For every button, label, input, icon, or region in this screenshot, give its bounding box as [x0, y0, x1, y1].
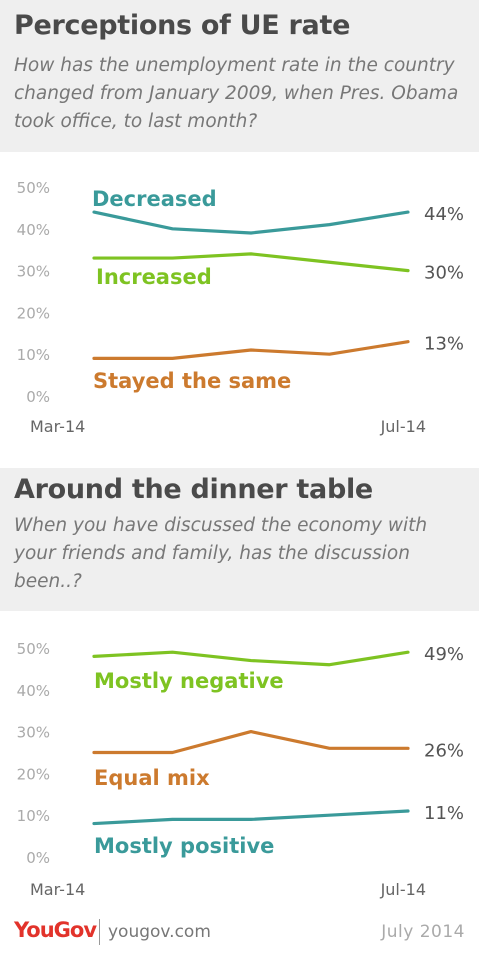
series-label: Increased [96, 265, 212, 289]
end-value-label: 44% [424, 204, 464, 225]
x-tick-label: Mar-14 [30, 417, 85, 436]
publication-date: July 2014 [381, 922, 465, 942]
y-tick-label: 50% [17, 179, 50, 197]
series-line [92, 210, 410, 235]
y-tick-label: 10% [17, 807, 50, 825]
series-line [92, 729, 410, 755]
chart-1-plot: 0% 10% 20% 30% 40% 50% Mar-14 Jul-14 Decreased 44… [17, 179, 464, 436]
y-tick-label: 10% [17, 346, 50, 364]
chart-1-title: Perceptions of UE rate [14, 10, 351, 41]
end-value-label: 13% [424, 334, 464, 355]
x-tick-label: Jul-14 [380, 880, 426, 899]
y-tick-label: 20% [17, 304, 50, 322]
chart-2-title: Around the dinner table [14, 474, 373, 505]
chart-2-plot: 0% 10% 20% 30% 40% 50% Mar-14 Jul-14 Mostly nega… [17, 640, 464, 899]
footer: YouGov yougov.com July 2014 [0, 912, 479, 953]
x-tick-label: Jul-14 [380, 417, 426, 436]
series-line [92, 340, 410, 360]
series-label: Stayed the same [93, 369, 291, 393]
y-tick-label: 0% [26, 388, 50, 406]
chart-1-subtitle: How has the unemployment rate in the cou… [14, 55, 459, 132]
series-line [92, 252, 410, 273]
end-value-label: 30% [424, 263, 464, 284]
y-tick-label: 20% [17, 765, 50, 783]
x-tick-label: Mar-14 [30, 880, 85, 899]
end-value-label: 11% [424, 803, 464, 824]
chart-2-subtitle: When you have discussed the economy with… [14, 515, 428, 592]
series-label: Mostly negative [94, 669, 284, 693]
y-tick-label: 50% [17, 640, 50, 658]
y-tick-label: 0% [26, 849, 50, 867]
series-label: Decreased [92, 187, 217, 211]
series-label: Mostly positive [94, 834, 274, 858]
y-tick-label: 40% [17, 221, 50, 239]
y-tick-label: 40% [17, 682, 50, 700]
series-line [92, 809, 410, 826]
end-value-label: 26% [424, 740, 464, 761]
series-label: Equal mix [94, 766, 210, 790]
y-tick-label: 30% [17, 724, 50, 742]
chart-1-header: Perceptions of UE rate How has the unemp… [0, 0, 479, 152]
series-line [92, 650, 410, 667]
logo-divider [99, 919, 100, 945]
end-value-label: 49% [424, 644, 464, 665]
site-url: yougov.com [108, 922, 211, 942]
chart-2-header: Around the dinner table When you have di… [0, 468, 479, 611]
y-tick-label: 30% [17, 263, 50, 281]
yougov-logo: YouGov [14, 918, 97, 942]
